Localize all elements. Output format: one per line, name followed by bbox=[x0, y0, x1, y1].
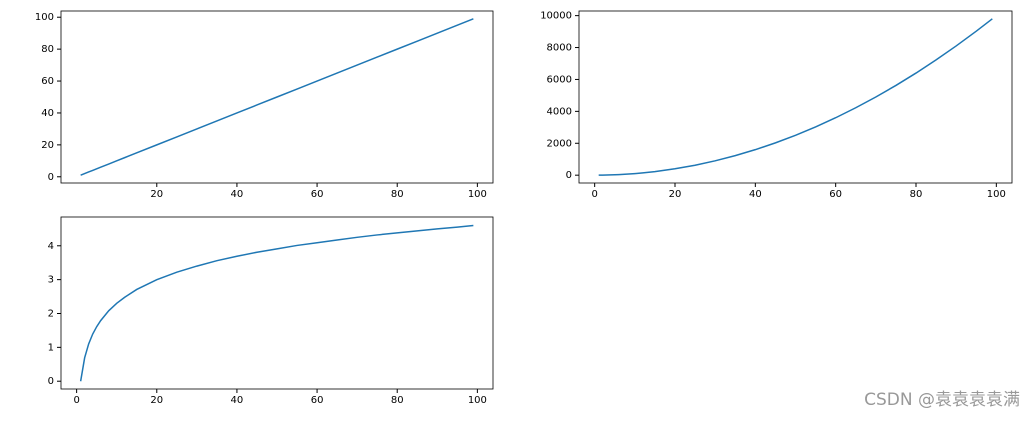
y-tick-label: 10000 bbox=[540, 11, 572, 22]
x-tick-label: 60 bbox=[311, 189, 324, 200]
x-tick-label: 60 bbox=[829, 189, 842, 200]
y-tick-label: 3 bbox=[48, 275, 54, 286]
y-tick-label: 100 bbox=[35, 12, 54, 23]
x-tick-label: 0 bbox=[591, 189, 597, 200]
x-tick-label: 100 bbox=[987, 189, 1006, 200]
y-tick-label: 2000 bbox=[547, 138, 572, 149]
y-tick-label: 20 bbox=[41, 140, 54, 151]
y-tick-label: 8000 bbox=[547, 43, 572, 54]
axes-frame bbox=[60, 10, 494, 184]
x-tick-label: 20 bbox=[150, 395, 163, 406]
y-tick-label: 40 bbox=[41, 108, 54, 119]
y-tick-label: 2 bbox=[48, 308, 54, 319]
data-line bbox=[598, 18, 993, 176]
y-tick-label: 0 bbox=[48, 376, 54, 387]
axes-frame bbox=[60, 216, 494, 390]
x-tick-label: 80 bbox=[391, 189, 404, 200]
x-tick-label: 40 bbox=[231, 395, 244, 406]
y-tick-label: 60 bbox=[41, 76, 54, 87]
y-tick-label: 0 bbox=[566, 170, 572, 181]
y-tick-label: 1 bbox=[48, 342, 54, 353]
y-tick-label: 4000 bbox=[547, 106, 572, 117]
y-tick-label: 6000 bbox=[547, 74, 572, 85]
data-line bbox=[79, 224, 474, 382]
x-tick-label: 20 bbox=[669, 189, 682, 200]
x-tick-label: 20 bbox=[150, 189, 163, 200]
y-tick-label: 0 bbox=[48, 172, 54, 183]
x-tick-label: 100 bbox=[468, 189, 487, 200]
x-tick-label: 100 bbox=[468, 395, 487, 406]
axes-frame bbox=[578, 10, 1013, 184]
x-tick-label: 40 bbox=[231, 189, 244, 200]
watermark: CSDN @袁袁袁袁满 bbox=[864, 390, 1020, 410]
x-tick-label: 60 bbox=[311, 395, 324, 406]
x-tick-label: 40 bbox=[749, 189, 762, 200]
y-tick-label: 80 bbox=[41, 44, 54, 55]
y-tick-label: 4 bbox=[48, 241, 54, 252]
x-tick-label: 80 bbox=[391, 395, 404, 406]
data-line bbox=[80, 18, 474, 176]
x-tick-label: 80 bbox=[910, 189, 923, 200]
x-tick-label: 0 bbox=[73, 395, 79, 406]
